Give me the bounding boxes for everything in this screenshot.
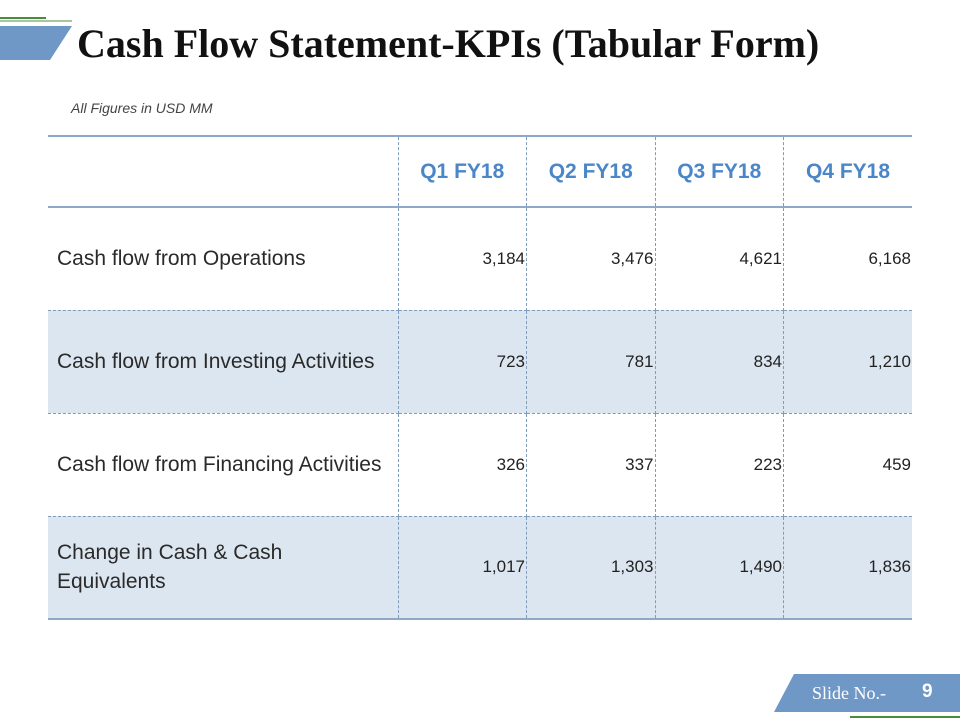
table-cell: 1,490: [654, 516, 784, 620]
table-cell: 4,621: [654, 207, 784, 311]
table-cell: 834: [654, 310, 784, 414]
column-header-q4: Q4 FY18: [783, 135, 912, 208]
table-row-investing: Cash flow from Investing Activities 723 …: [48, 310, 912, 414]
table-row-financing: Cash flow from Financing Activities 326 …: [48, 413, 912, 517]
table-cell: 337: [526, 413, 656, 517]
slide-number: 9: [922, 681, 933, 702]
row-label-change-in-cash: Change in Cash & Cash Equivalents: [48, 516, 399, 620]
table-cell: 1,017: [397, 516, 527, 620]
table-cell: 326: [397, 413, 527, 517]
units-note: All Figures in USD MM: [71, 100, 213, 116]
row-label-financing: Cash flow from Financing Activities: [48, 413, 399, 517]
table-cell: 781: [526, 310, 656, 414]
page-title: Cash Flow Statement-KPIs (Tabular Form): [77, 21, 820, 66]
table-cell: 459: [783, 413, 912, 517]
column-header-q3: Q3 FY18: [654, 135, 784, 208]
table-row-change-in-cash: Change in Cash & Cash Equivalents 1,017 …: [48, 516, 912, 620]
table-cell: 723: [397, 310, 527, 414]
column-header-q1: Q1 FY18: [397, 135, 527, 208]
table-cell: 1,836: [783, 516, 912, 620]
row-label-investing: Cash flow from Investing Activities: [48, 310, 399, 414]
table-row-operations: Cash flow from Operations 3,184 3,476 4,…: [48, 207, 912, 311]
title-corner-decoration: [0, 17, 72, 60]
table-cell: 1,303: [526, 516, 656, 620]
slide-number-footer-decoration: [774, 674, 960, 718]
cash-flow-kpi-table: Q1 FY18 Q2 FY18 Q3 FY18 Q4 FY18 Cash flo…: [48, 135, 912, 620]
slide-number-label: Slide No.-: [812, 683, 886, 703]
table-cell: 3,184: [397, 207, 527, 311]
row-label-operations: Cash flow from Operations: [48, 207, 399, 311]
table-header-row: Q1 FY18 Q2 FY18 Q3 FY18 Q4 FY18: [48, 135, 912, 208]
table-cell: 6,168: [783, 207, 912, 311]
table-corner-header: [48, 135, 399, 208]
table-cell: 223: [654, 413, 784, 517]
table-cell: 3,476: [526, 207, 656, 311]
column-header-q2: Q2 FY18: [526, 135, 656, 208]
table-cell: 1,210: [783, 310, 912, 414]
